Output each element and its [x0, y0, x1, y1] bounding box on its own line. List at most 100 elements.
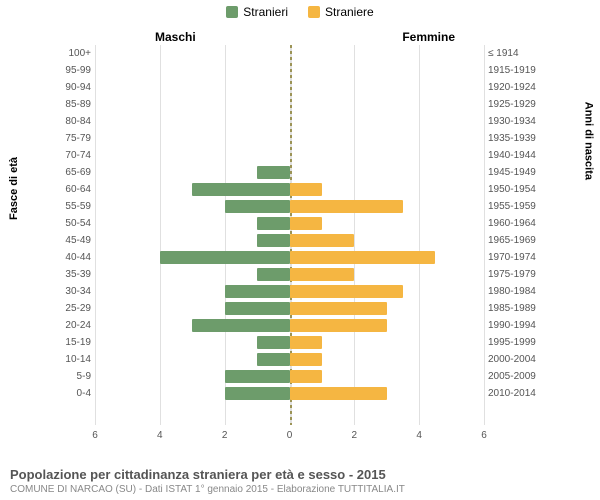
bar-male	[225, 285, 290, 298]
bar-half-male	[95, 149, 290, 162]
bar-half-male	[95, 336, 290, 349]
bar-female	[290, 268, 355, 281]
age-label: 85-89	[55, 99, 95, 110]
pyramid-row: 0-42010-2014	[55, 385, 540, 402]
bar-half-male	[95, 268, 290, 281]
bar-half-female	[290, 302, 485, 315]
bar-half-female	[290, 234, 485, 247]
bar-half-male	[95, 166, 290, 179]
bar-male	[160, 251, 290, 264]
bar-female	[290, 234, 355, 247]
pyramid-row: 15-19 1995-1999	[55, 334, 540, 351]
bar-male	[257, 217, 289, 230]
age-label: 55-59	[55, 201, 95, 212]
pyramid-row: 70-741940-1944	[55, 147, 540, 164]
bar-male	[257, 234, 289, 247]
bar-half-male	[95, 217, 290, 230]
bar-half-male	[95, 47, 290, 60]
chart-subtitle: COMUNE DI NARCAO (SU) - Dati ISTAT 1° ge…	[10, 484, 590, 495]
x-tick: 6	[92, 430, 98, 441]
birth-label: 1925-1929	[484, 99, 540, 110]
bar-area	[95, 132, 484, 145]
pyramid-row: 5-92005-2009	[55, 368, 540, 385]
birth-label: 2005-2009	[484, 371, 540, 382]
birth-label: 1980-1984	[484, 286, 540, 297]
bar-female	[290, 319, 387, 332]
age-label: 15-19	[55, 337, 95, 348]
bar-half-female	[290, 64, 485, 77]
bar-area	[95, 302, 484, 315]
bar-female	[290, 217, 322, 230]
birth-label: 1975-1979	[484, 269, 540, 280]
birth-label: 1990-1994	[484, 320, 540, 331]
chart-container: Stranieri Straniere Maschi Femmine Fasce…	[0, 0, 600, 500]
bar-area	[95, 64, 484, 77]
bar-half-female	[290, 268, 485, 281]
birth-label: 1965-1969	[484, 235, 540, 246]
birth-label: 1995-1999	[484, 337, 540, 348]
chart-area: 100+≤ 191495-991915-191990-941920-192485…	[55, 45, 540, 425]
bar-half-female	[290, 319, 485, 332]
bar-half-female	[290, 200, 485, 213]
bar-male	[257, 268, 289, 281]
bar-area	[95, 234, 484, 247]
bar-half-male	[95, 370, 290, 383]
bar-area	[95, 268, 484, 281]
y-axis-left-title: Fasce di età	[8, 157, 20, 220]
bar-area	[95, 319, 484, 332]
pyramid-row: 10-142000-2004	[55, 351, 540, 368]
bar-half-male	[95, 115, 290, 128]
x-tick: 4	[157, 430, 163, 441]
x-tick: 4	[416, 430, 422, 441]
bar-male	[225, 387, 290, 400]
bar-area	[95, 81, 484, 94]
pyramid-row: 20-241990-1994	[55, 317, 540, 334]
x-tick: 6	[481, 430, 487, 441]
birth-label: 2010-2014	[484, 388, 540, 399]
bar-half-female	[290, 217, 485, 230]
bar-half-female	[290, 98, 485, 111]
age-label: 10-14	[55, 354, 95, 365]
pyramid-row: 80-84 1930-1934	[55, 113, 540, 130]
bar-half-male	[95, 302, 290, 315]
bar-male	[192, 183, 289, 196]
birth-label: ≤ 1914	[484, 48, 540, 59]
bar-area	[95, 370, 484, 383]
bar-area	[95, 115, 484, 128]
legend-swatch-female	[308, 6, 320, 18]
bar-half-female	[290, 132, 485, 145]
pyramid-row: 40-441970-1974	[55, 249, 540, 266]
bar-male	[257, 353, 289, 366]
bar-area	[95, 183, 484, 196]
legend-item-female: Straniere	[308, 5, 374, 19]
bar-half-female	[290, 115, 485, 128]
x-axis: 6420246	[95, 430, 484, 450]
pyramid-row: 50-541960-1964	[55, 215, 540, 232]
bar-half-female	[290, 353, 485, 366]
bar-area	[95, 285, 484, 298]
bar-male	[225, 370, 290, 383]
legend-item-male: Stranieri	[226, 5, 288, 19]
bar-half-male	[95, 387, 290, 400]
bar-half-male	[95, 81, 290, 94]
age-label: 30-34	[55, 286, 95, 297]
age-label: 95-99	[55, 65, 95, 76]
age-label: 70-74	[55, 150, 95, 161]
bar-female	[290, 370, 322, 383]
birth-label: 1960-1964	[484, 218, 540, 229]
bar-area	[95, 98, 484, 111]
bar-half-female	[290, 166, 485, 179]
bar-area	[95, 251, 484, 264]
birth-label: 1950-1954	[484, 184, 540, 195]
bar-female	[290, 251, 436, 264]
pyramid-row: 75-791935-1939	[55, 130, 540, 147]
bar-half-male	[95, 353, 290, 366]
birth-label: 1970-1974	[484, 252, 540, 263]
birth-label: 1930-1934	[484, 116, 540, 127]
age-label: 75-79	[55, 133, 95, 144]
bar-female	[290, 302, 387, 315]
age-label: 80-84	[55, 116, 95, 127]
bar-area	[95, 47, 484, 60]
birth-label: 1955-1959	[484, 201, 540, 212]
bar-half-female	[290, 81, 485, 94]
